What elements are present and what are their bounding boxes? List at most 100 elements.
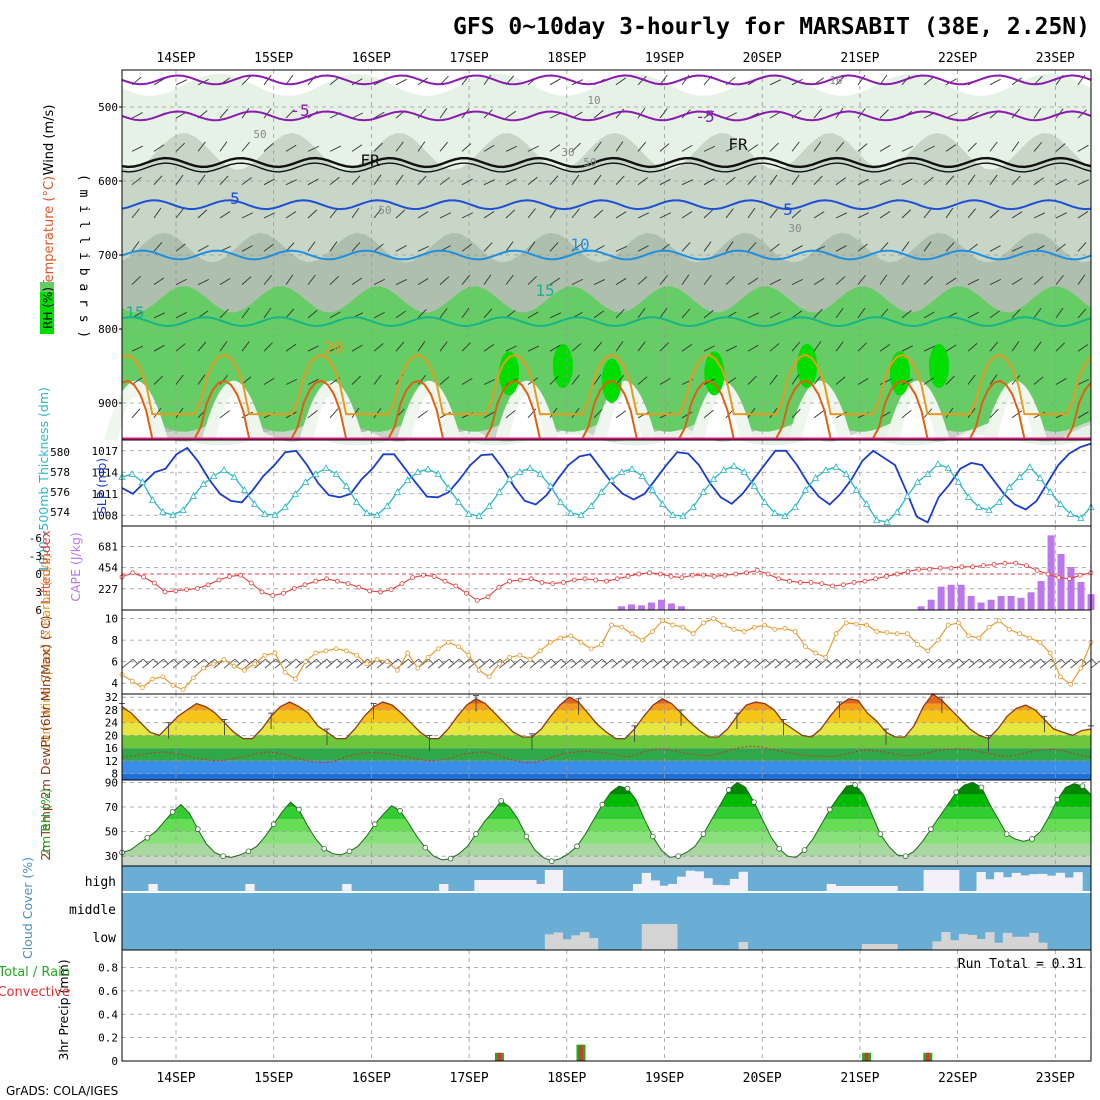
upper-wind-barb xyxy=(549,375,559,385)
upper-wind-barb xyxy=(1011,277,1023,285)
wind10m-point xyxy=(394,667,400,673)
rh2m-band xyxy=(122,856,1091,866)
upper-wind-barb xyxy=(439,177,450,186)
cloud-low-block xyxy=(870,944,881,950)
wind10m-barb-flag xyxy=(754,658,761,665)
isotherm-line xyxy=(121,156,1092,169)
lifted-point xyxy=(711,574,717,579)
lifted-point xyxy=(948,565,954,571)
upper-wind-barb xyxy=(901,209,912,219)
wind10m-point xyxy=(690,631,696,637)
upper-wind-barb xyxy=(835,376,846,385)
cloud-high-block xyxy=(553,870,563,892)
cloud-high-block xyxy=(509,880,519,892)
rh2m-point xyxy=(574,843,580,850)
lifted-point xyxy=(1077,572,1083,578)
cloud-low-block xyxy=(967,934,977,950)
lifted-point xyxy=(571,577,577,583)
upper-wind-barb xyxy=(813,211,825,219)
upper-wind-barb xyxy=(417,141,426,152)
thickness-point xyxy=(230,473,238,480)
wind10m-barb-flag xyxy=(479,658,486,665)
wind10m-point xyxy=(180,687,186,693)
upper-wind-barb xyxy=(945,78,957,86)
thickness-point xyxy=(516,468,524,475)
upper-wind-barb xyxy=(175,142,185,152)
upper-wind-barb xyxy=(1077,411,1089,419)
wind10m-point xyxy=(272,650,278,656)
wind10m-barb-flag xyxy=(591,658,598,665)
thickness-point xyxy=(261,510,269,517)
temp2m-tick-label: 24 xyxy=(105,717,119,730)
upper-wind-barb xyxy=(351,175,361,186)
wind10m-barb xyxy=(825,658,838,669)
wind10m-barb-flag xyxy=(428,658,435,665)
upper-wind-barb xyxy=(747,175,757,185)
wind10m-barb-flag xyxy=(948,658,955,665)
upper-wind-barb xyxy=(1011,175,1021,186)
isotherm-label: 15 xyxy=(535,281,554,300)
upper-wind-barb xyxy=(769,208,778,219)
thickness-point xyxy=(1077,514,1085,521)
cloud-low-block xyxy=(668,924,678,950)
upper-wind-barb xyxy=(725,241,734,252)
lifted-point xyxy=(959,564,965,570)
wind10m-barb xyxy=(335,658,348,669)
rh2m-point xyxy=(548,858,555,864)
pressure-tick-label: 500 xyxy=(98,101,118,114)
wind10m-barb-flag xyxy=(489,658,496,665)
upper-wind-barb xyxy=(351,144,363,152)
cape-bar xyxy=(647,602,655,610)
thickness-point xyxy=(485,502,493,509)
wind10m-point xyxy=(343,648,349,654)
precip-run-total: Run Total = 0.31 xyxy=(958,957,1083,972)
wind10m-point xyxy=(129,678,135,684)
upper-wind-barb xyxy=(483,211,495,219)
wind10m-barb xyxy=(131,658,144,669)
lifted-point xyxy=(1045,571,1051,577)
lifted-point xyxy=(345,581,351,586)
upper-wind-barb xyxy=(769,311,781,319)
wind10m-barb-flag xyxy=(397,658,404,665)
wind10m-barb xyxy=(856,658,868,669)
wind10m-barb xyxy=(182,658,195,669)
lifted-point xyxy=(421,572,426,578)
thickness-point xyxy=(740,468,748,475)
upper-wind-barb xyxy=(791,174,800,185)
wind10m-barb xyxy=(1029,658,1042,669)
upper-wind-barb xyxy=(153,78,165,86)
wind10m-barb xyxy=(305,658,317,669)
cape-bar xyxy=(1007,596,1015,610)
upper-wind-barb xyxy=(461,178,473,186)
temp2m-tick-label: 32 xyxy=(105,691,118,704)
wind10m-barb-flag xyxy=(316,658,322,665)
wind10m-barb-flag xyxy=(346,658,353,665)
wind10m-barb xyxy=(264,658,277,669)
wind10m-barb xyxy=(815,658,827,669)
upper-wind-barb xyxy=(1011,211,1023,219)
wind10m-barb-flag xyxy=(703,658,710,665)
wind10m-barb xyxy=(590,658,603,669)
cloud-high-block xyxy=(641,872,652,892)
upper-wind-barb xyxy=(769,142,779,152)
wind10m-barb xyxy=(284,658,297,669)
upper-wind-barb xyxy=(813,410,824,419)
rh2m-point xyxy=(371,821,378,828)
upper-wind-barb xyxy=(153,375,163,385)
upper-wind-barb xyxy=(989,341,999,352)
upper-wind-barb xyxy=(131,345,144,352)
cape-bar xyxy=(967,596,975,610)
wind10m-point xyxy=(211,661,217,667)
wind10m-point xyxy=(435,646,441,652)
cloud-row-label: high xyxy=(85,875,116,890)
rh-moist-core xyxy=(552,344,573,388)
thickness-point xyxy=(730,462,738,469)
ylabel-wind: Wind (m/s) xyxy=(42,105,57,176)
upper-wind-barb xyxy=(725,176,736,186)
wind10m-point xyxy=(507,654,513,660)
wind10m-barb-flag xyxy=(724,658,730,665)
upper-wind-barb xyxy=(967,111,979,119)
lifted-point xyxy=(270,593,276,598)
wind10m-barb-flag xyxy=(295,658,302,665)
upper-wind-barb xyxy=(593,209,604,219)
